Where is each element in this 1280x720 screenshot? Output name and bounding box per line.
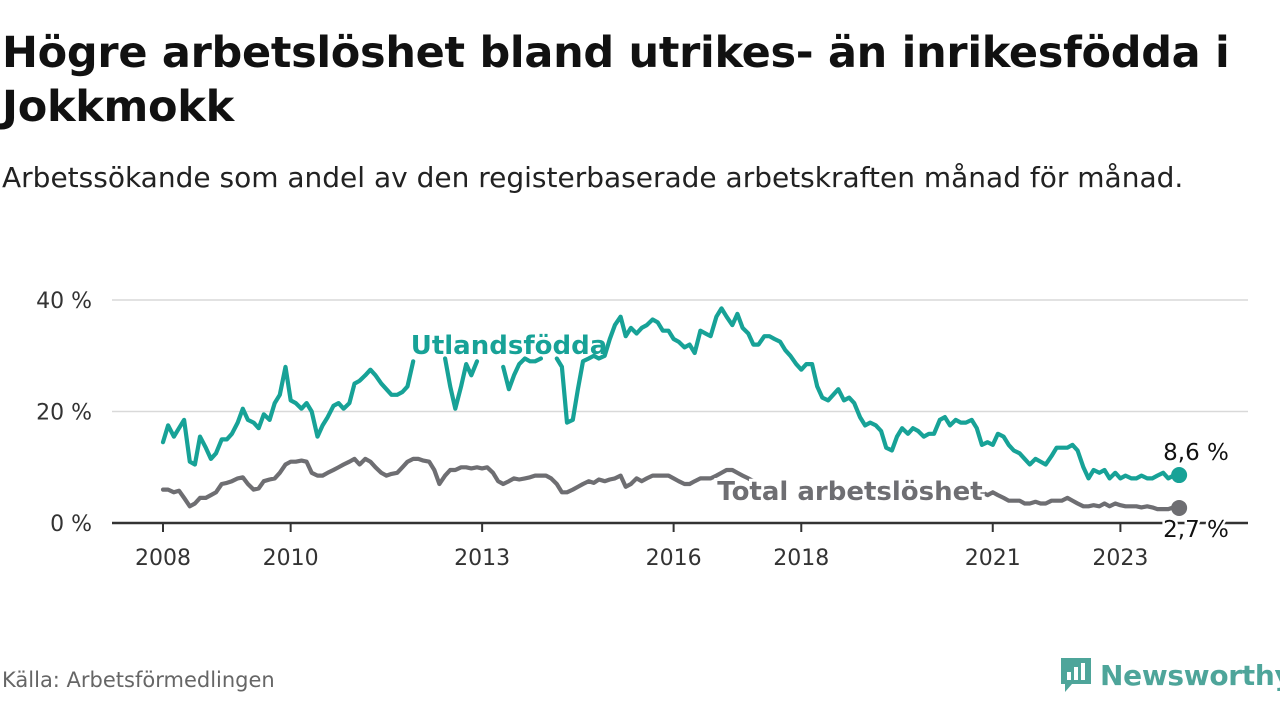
series-end-marker-total bbox=[1171, 499, 1188, 516]
y-axis-tick-labels: 0 % 20 % 40 % bbox=[36, 289, 92, 537]
newsworthy-logo-icon bbox=[1061, 658, 1091, 692]
series-lines bbox=[160, 306, 1188, 516]
y-tick-label: 0 % bbox=[50, 512, 92, 537]
series-labels: Utlandsfödda Total arbetslöshet 8,6 % 2,7 % bbox=[411, 331, 1232, 546]
brand-name: Newsworthy bbox=[1100, 658, 1280, 692]
end-value-label-total: 2,7 % bbox=[1163, 517, 1229, 543]
chart-title: Högre arbetslöshet bland utrikes- än inr… bbox=[2, 28, 1230, 132]
series-label-utlandsfodda: Utlandsfödda bbox=[411, 331, 608, 361]
x-tick-label: 2023 bbox=[1092, 546, 1148, 571]
x-tick-label: 2013 bbox=[454, 546, 510, 571]
x-tick-label: 2021 bbox=[965, 546, 1021, 571]
chart-subtitle: Arbetssökande som andel av den registerb… bbox=[2, 161, 1184, 194]
brand-logo: Newsworthy bbox=[1058, 654, 1280, 696]
x-tick-label: 2008 bbox=[135, 546, 191, 571]
series-line-utlandsfodda bbox=[160, 306, 1182, 481]
x-tick-label: 2018 bbox=[773, 546, 829, 571]
gridlines bbox=[112, 299, 1248, 413]
y-tick-label: 40 % bbox=[36, 289, 92, 314]
series-end-marker-utlandsfodda bbox=[1171, 467, 1188, 484]
x-axis: 2008 2010 2013 2016 2018 2021 2023 bbox=[112, 521, 1248, 571]
source-note: Källa: Arbetsförmedlingen bbox=[2, 668, 275, 692]
series-line-total bbox=[160, 456, 1182, 512]
x-tick-label: 2010 bbox=[263, 546, 319, 571]
end-value-label-utlandsfodda: 8,6 % bbox=[1163, 440, 1229, 466]
y-tick-label: 20 % bbox=[36, 401, 92, 426]
series-label-total: Total arbetslöshet bbox=[717, 477, 982, 507]
x-tick-label: 2016 bbox=[646, 546, 702, 571]
